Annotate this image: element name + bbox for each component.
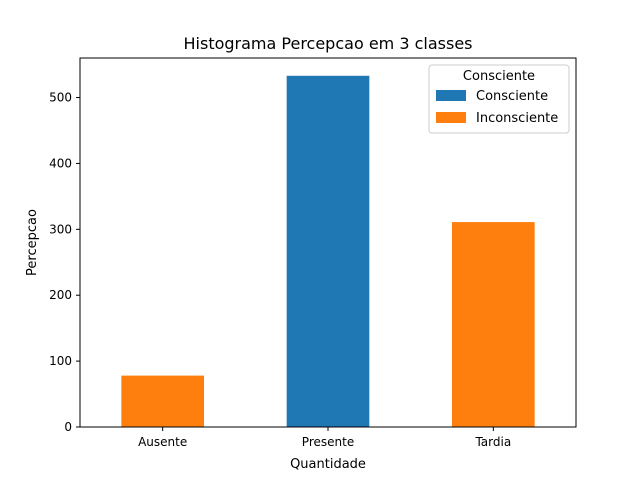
y-tick-label: 500 bbox=[49, 91, 72, 105]
legend-label-inconsciente: Inconsciente bbox=[476, 111, 558, 126]
bar-presente-consciente bbox=[286, 75, 370, 427]
legend-swatch-consciente bbox=[436, 90, 466, 101]
x-tick-label-tardia: Tardia bbox=[474, 435, 511, 449]
legend-items: Consciente Inconsciente bbox=[436, 89, 558, 126]
legend-label-consciente: Consciente bbox=[476, 89, 548, 104]
bar-ausente-inconsciente bbox=[121, 375, 204, 427]
x-axis: Ausente Presente Tardia bbox=[138, 427, 511, 449]
legend-swatch-inconsciente bbox=[436, 112, 466, 123]
y-tick-label: 0 bbox=[64, 420, 72, 434]
y-tick-label: 200 bbox=[49, 288, 72, 302]
x-axis-label: Quantidade bbox=[290, 457, 366, 472]
x-tick-label-ausente: Ausente bbox=[138, 435, 187, 449]
y-axis-label: Percepcao bbox=[25, 209, 40, 276]
y-axis: 0 100 200 300 400 500 bbox=[49, 91, 80, 434]
plot-frame bbox=[79, 57, 577, 428]
chart-title: Histograma Percepcao em 3 classes bbox=[184, 34, 473, 53]
y-tick-label: 300 bbox=[49, 222, 72, 236]
legend-title: Consciente bbox=[463, 69, 535, 84]
y-tick-label: 100 bbox=[49, 354, 72, 368]
legend: Consciente Consciente Inconsciente bbox=[428, 64, 570, 134]
bars-group bbox=[121, 75, 535, 427]
y-tick-label: 400 bbox=[49, 156, 72, 170]
bar-tardia-inconsciente bbox=[452, 222, 535, 427]
x-tick-label-presente: Presente bbox=[302, 435, 354, 449]
